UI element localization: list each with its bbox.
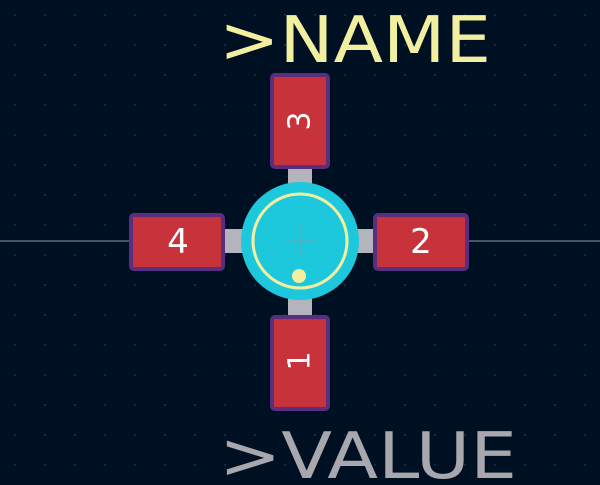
silkscreen-ring (251, 192, 349, 290)
pin1-marker-icon (292, 269, 306, 283)
pad-2[interactable]: 2 (373, 213, 469, 271)
trace-bottom (288, 296, 312, 318)
pad-4-label: 4 (167, 222, 189, 262)
pad-3-label: 3 (283, 111, 318, 130)
pad-1[interactable]: 1 (270, 315, 330, 411)
pad-1-label: 1 (283, 351, 318, 370)
pad-3[interactable]: 3 (270, 73, 330, 169)
name-label[interactable]: >NAME (219, 4, 491, 78)
pad-4[interactable]: 4 (129, 213, 225, 271)
value-label[interactable]: >VALUE (219, 420, 517, 485)
pad-2-label: 2 (410, 222, 432, 262)
trace-top (288, 165, 312, 187)
